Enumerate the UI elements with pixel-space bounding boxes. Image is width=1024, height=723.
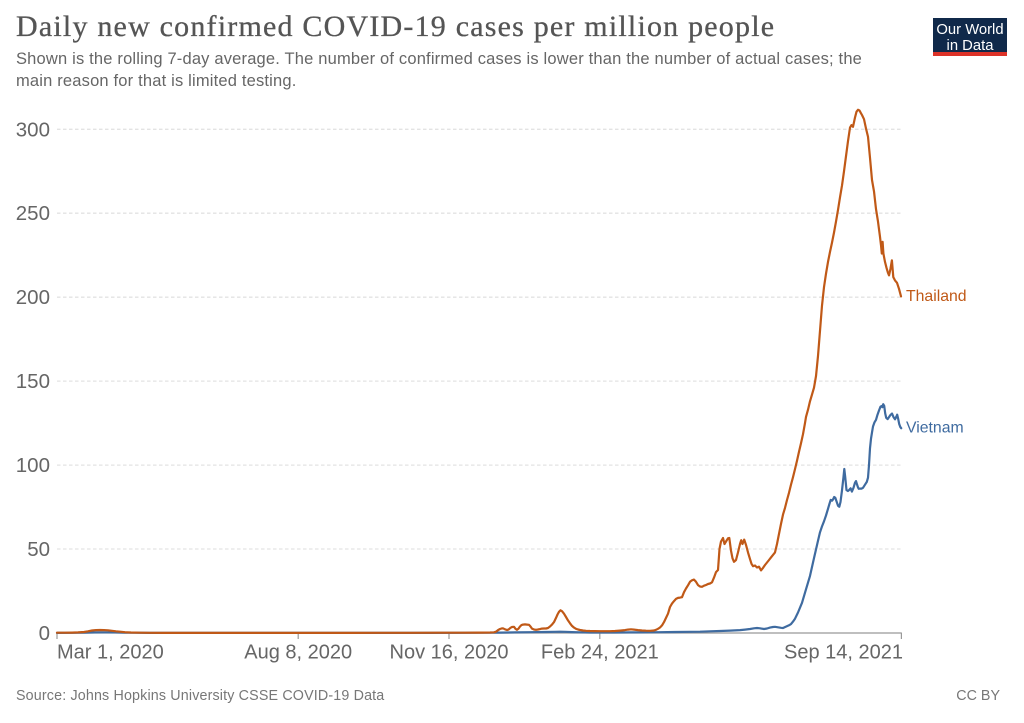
svg-text:Feb 24, 2021: Feb 24, 2021 bbox=[541, 642, 659, 664]
svg-text:200: 200 bbox=[16, 286, 50, 309]
svg-text:Thailand: Thailand bbox=[906, 288, 967, 305]
svg-text:100: 100 bbox=[16, 454, 50, 477]
svg-text:Sep 14, 2021: Sep 14, 2021 bbox=[784, 642, 903, 664]
svg-text:0: 0 bbox=[39, 622, 50, 645]
svg-text:Mar 1, 2020: Mar 1, 2020 bbox=[57, 642, 164, 664]
svg-text:150: 150 bbox=[16, 370, 50, 393]
svg-text:Nov 16, 2020: Nov 16, 2020 bbox=[390, 642, 509, 664]
svg-text:Aug 8, 2020: Aug 8, 2020 bbox=[244, 642, 352, 664]
svg-text:Vietnam: Vietnam bbox=[906, 420, 964, 437]
svg-text:300: 300 bbox=[16, 118, 50, 141]
svg-text:250: 250 bbox=[16, 202, 50, 225]
svg-text:50: 50 bbox=[27, 538, 50, 561]
